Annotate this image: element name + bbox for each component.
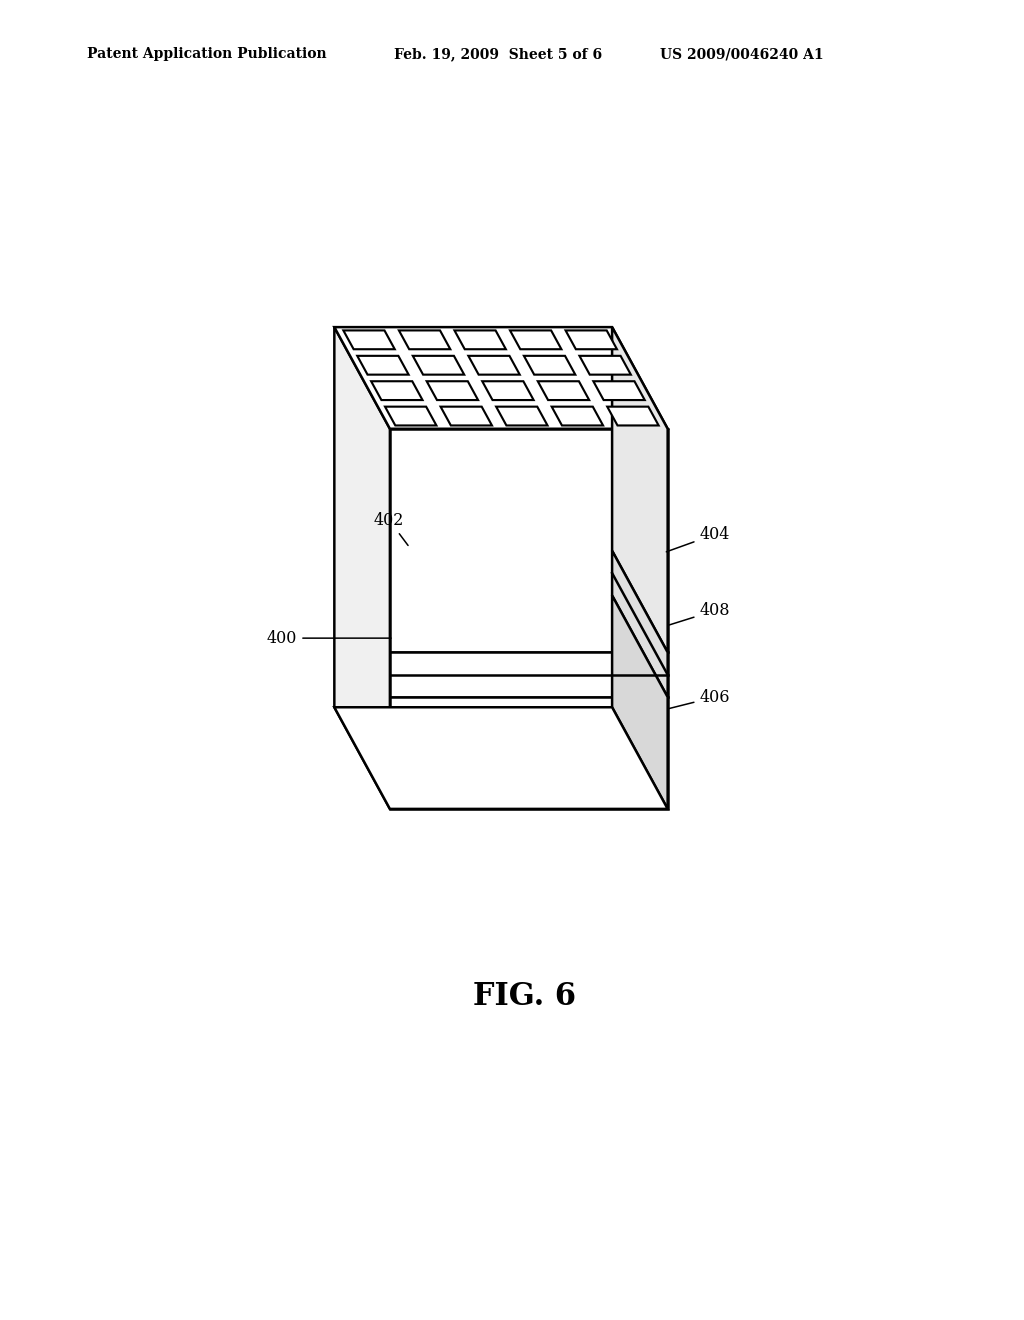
Text: Feb. 19, 2009  Sheet 5 of 6: Feb. 19, 2009 Sheet 5 of 6 — [394, 48, 602, 61]
Text: 402: 402 — [374, 512, 409, 545]
Polygon shape — [612, 550, 668, 697]
Polygon shape — [385, 407, 436, 425]
Polygon shape — [357, 356, 409, 375]
Polygon shape — [468, 356, 520, 375]
Text: 408: 408 — [669, 602, 730, 626]
Polygon shape — [510, 330, 561, 350]
Polygon shape — [612, 595, 668, 809]
Text: 406: 406 — [669, 689, 730, 709]
Polygon shape — [612, 327, 668, 652]
Text: Patent Application Publication: Patent Application Publication — [87, 48, 327, 61]
Polygon shape — [440, 407, 492, 425]
Polygon shape — [390, 429, 668, 652]
Text: 400: 400 — [267, 630, 391, 647]
Polygon shape — [593, 381, 645, 400]
Polygon shape — [334, 708, 668, 809]
Polygon shape — [343, 330, 394, 350]
Text: 404: 404 — [667, 525, 730, 552]
Polygon shape — [455, 330, 506, 350]
Polygon shape — [413, 356, 464, 375]
Polygon shape — [607, 407, 658, 425]
Polygon shape — [580, 356, 631, 375]
Polygon shape — [482, 381, 534, 400]
Polygon shape — [334, 327, 390, 809]
Polygon shape — [565, 330, 616, 350]
Polygon shape — [538, 381, 589, 400]
Polygon shape — [390, 697, 668, 809]
Polygon shape — [552, 407, 603, 425]
Polygon shape — [371, 381, 423, 400]
Polygon shape — [524, 356, 575, 375]
Text: FIG. 6: FIG. 6 — [473, 982, 577, 1012]
Polygon shape — [399, 330, 451, 350]
Polygon shape — [427, 381, 478, 400]
Polygon shape — [497, 407, 548, 425]
Polygon shape — [334, 327, 668, 429]
Polygon shape — [390, 652, 668, 697]
Text: US 2009/0046240 A1: US 2009/0046240 A1 — [660, 48, 824, 61]
